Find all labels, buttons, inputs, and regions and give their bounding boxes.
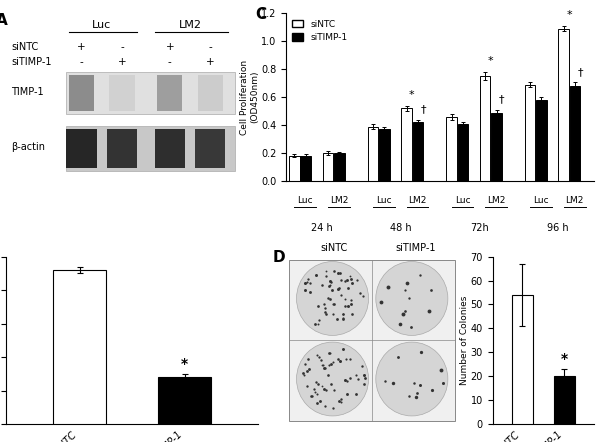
Text: A: A — [0, 13, 8, 28]
Text: LM2: LM2 — [330, 196, 348, 205]
FancyBboxPatch shape — [289, 260, 455, 421]
Text: Luc: Luc — [533, 196, 549, 205]
Bar — [559, 29, 569, 181]
Text: siTIMP-1: siTIMP-1 — [395, 243, 436, 253]
Text: -: - — [208, 42, 212, 52]
Bar — [53, 270, 106, 424]
FancyBboxPatch shape — [69, 75, 94, 110]
Bar — [480, 76, 490, 181]
Bar — [413, 122, 423, 181]
Text: *: * — [566, 10, 572, 20]
Legend: siNTC, siTIMP-1: siNTC, siTIMP-1 — [290, 18, 349, 44]
Bar — [554, 377, 575, 424]
Bar — [491, 113, 502, 181]
Bar — [323, 153, 333, 181]
Bar — [334, 153, 344, 181]
FancyBboxPatch shape — [107, 129, 137, 168]
Text: LM2: LM2 — [409, 196, 427, 205]
Text: siTIMP-1: siTIMP-1 — [11, 57, 52, 67]
Bar — [536, 100, 547, 181]
Text: Luc: Luc — [92, 20, 112, 30]
Text: †: † — [499, 94, 505, 104]
Bar — [379, 130, 389, 181]
Text: LM2: LM2 — [565, 196, 584, 205]
Text: +: + — [118, 57, 126, 67]
Bar — [570, 86, 580, 181]
Ellipse shape — [376, 262, 448, 335]
Text: D: D — [272, 250, 285, 265]
Bar — [401, 108, 412, 181]
Text: *: * — [181, 357, 188, 371]
Text: *: * — [488, 57, 493, 66]
Text: +: + — [206, 57, 214, 67]
Bar — [458, 124, 468, 181]
Text: 24 h: 24 h — [311, 223, 333, 233]
Text: -: - — [80, 57, 83, 67]
Y-axis label: Cell Proliferation
(OD450nm): Cell Proliferation (OD450nm) — [240, 60, 260, 135]
FancyBboxPatch shape — [67, 129, 97, 168]
Ellipse shape — [376, 342, 448, 416]
Text: +: + — [166, 42, 174, 52]
Text: LM2: LM2 — [487, 196, 505, 205]
Text: siNTC: siNTC — [11, 42, 38, 52]
Bar — [158, 377, 211, 424]
FancyBboxPatch shape — [157, 75, 182, 110]
FancyBboxPatch shape — [67, 126, 235, 171]
Bar — [525, 84, 535, 181]
Text: Luc: Luc — [455, 196, 470, 205]
Bar — [289, 156, 299, 181]
Text: 48 h: 48 h — [390, 223, 412, 233]
Text: †: † — [578, 67, 583, 77]
Text: siNTC: siNTC — [320, 243, 348, 253]
Bar — [368, 126, 378, 181]
Text: β-actin: β-actin — [11, 142, 45, 152]
Text: -: - — [120, 42, 124, 52]
Text: -: - — [168, 57, 172, 67]
Text: 96 h: 96 h — [547, 223, 569, 233]
Bar — [512, 295, 533, 424]
Text: *: * — [409, 90, 415, 100]
Text: 72h: 72h — [470, 223, 488, 233]
Ellipse shape — [296, 342, 368, 416]
Text: C: C — [255, 7, 266, 22]
Text: Luc: Luc — [298, 196, 313, 205]
Text: *: * — [561, 352, 568, 366]
FancyBboxPatch shape — [197, 75, 223, 110]
Y-axis label: Number of Colonies: Number of Colonies — [460, 296, 469, 385]
FancyBboxPatch shape — [67, 72, 235, 114]
Bar — [446, 117, 457, 181]
FancyBboxPatch shape — [155, 129, 185, 168]
Text: +: + — [77, 42, 86, 52]
Text: LM2: LM2 — [178, 20, 202, 30]
Text: TIMP-1: TIMP-1 — [11, 87, 44, 97]
Text: Luc: Luc — [376, 196, 392, 205]
Bar — [301, 156, 311, 181]
Ellipse shape — [296, 262, 368, 335]
Text: †: † — [421, 105, 426, 114]
FancyBboxPatch shape — [109, 75, 134, 110]
FancyBboxPatch shape — [195, 129, 225, 168]
